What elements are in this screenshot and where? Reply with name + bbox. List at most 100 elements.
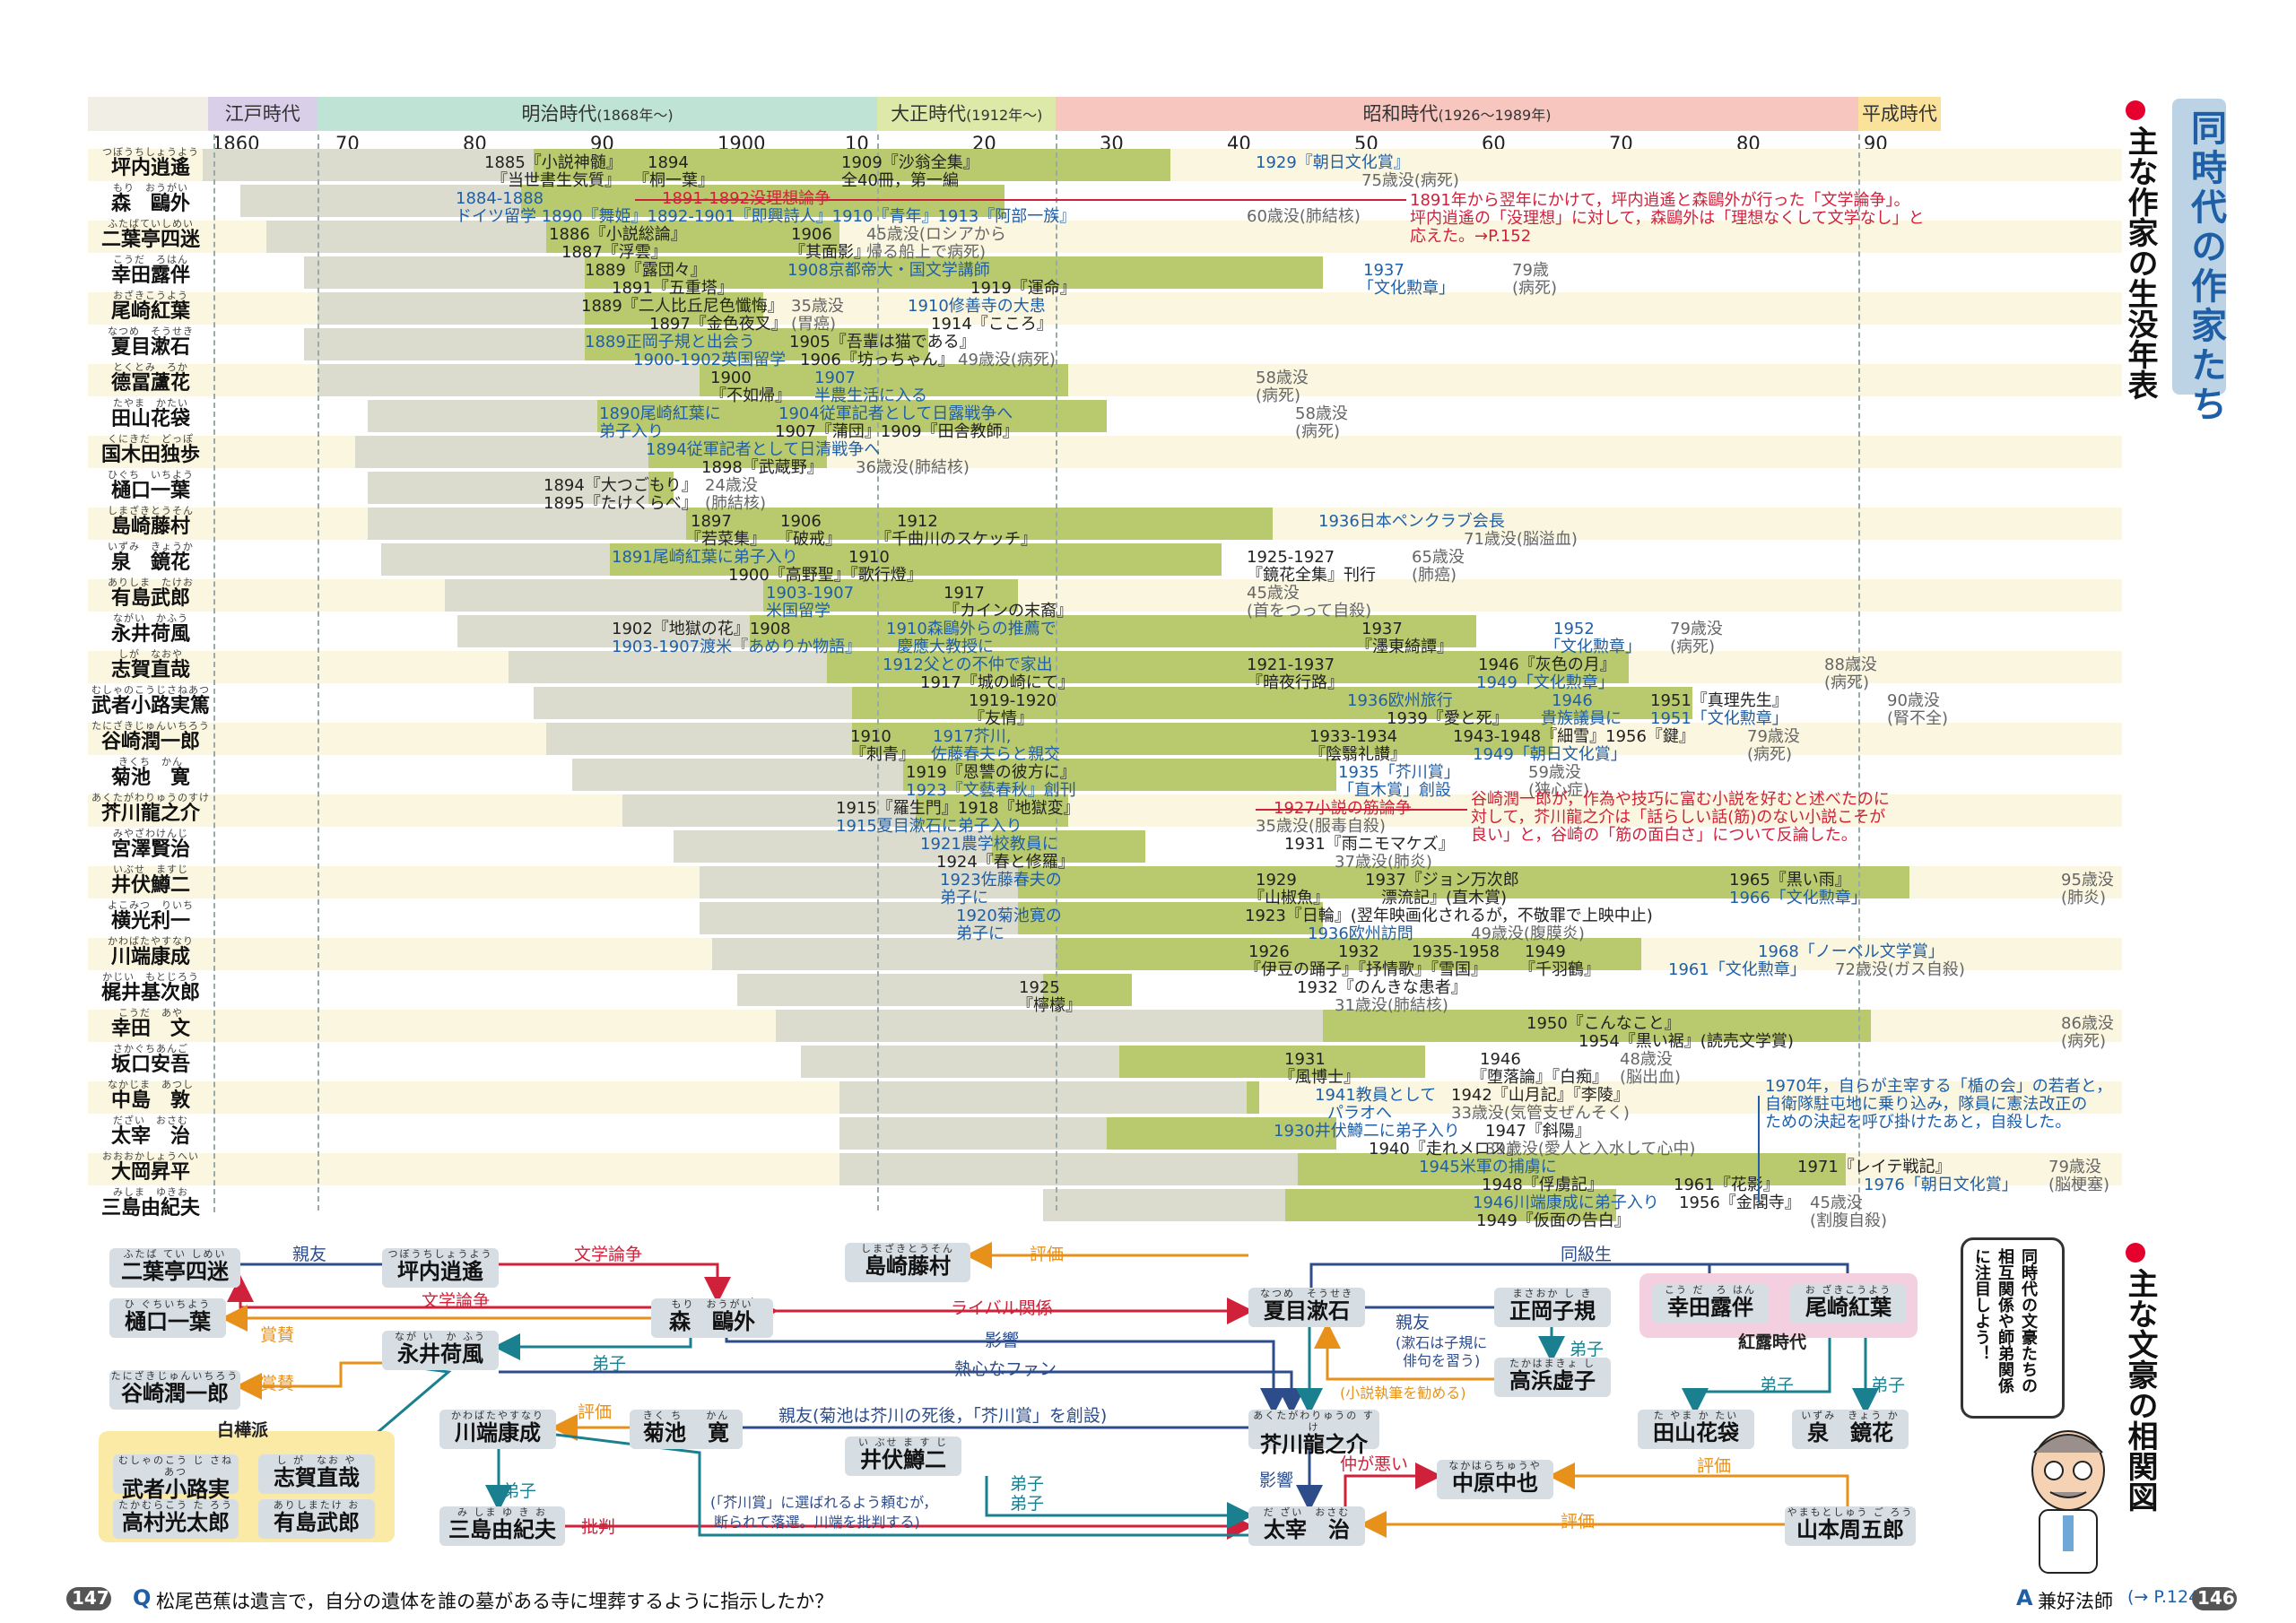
timeline-event: 1961『花影』 (1674, 1176, 1779, 1194)
timeline-event: 1921農学校教員に (920, 835, 1058, 854)
writer-ruby: もり おうがい (113, 182, 188, 194)
timeline-event: 1961「文化勲章」 (1668, 960, 1806, 979)
timeline-event: 1926 (1248, 942, 1290, 961)
era-band-stub (88, 97, 208, 131)
writer-name-text: 幸田露伴 (110, 265, 190, 287)
era-range: (1926〜1989年) (1438, 107, 1552, 124)
writer-name-text: 三島由紀夫 (100, 1197, 200, 1219)
timeline-event: 1946川端康成に弟子入り (1473, 1193, 1659, 1212)
relation-label: 弟子 (1570, 1340, 1605, 1359)
timeline-event: 36歳没(肺結核) (856, 458, 970, 477)
timeline-event: 48歳没 (1620, 1050, 1673, 1069)
quiz-answer-reference[interactable]: (→ P.124) (2127, 1587, 2206, 1607)
writer-ruby: いぶせ ますじ (113, 864, 188, 875)
writer-box-ruby: なつめ そうせき (1260, 1288, 1353, 1299)
timeline-event: 90歳没 (1887, 691, 1940, 710)
active-bar (1298, 1153, 1846, 1185)
timeline-event: 39歳没(愛人と入水して心中) (1485, 1140, 1696, 1159)
writer-name-text: 太宰 治 (110, 1125, 190, 1148)
timeline-event: パラオへ (1327, 1104, 1392, 1123)
timeline-event: 1920菊池寛の (956, 907, 1062, 925)
timeline-event: 1895『たけくらべ』 (544, 494, 698, 513)
timeline-event: 『千曲川のスケッチ』 (875, 530, 1037, 549)
relation-label: 白樺派 (217, 1420, 269, 1440)
timeline-event: (脳出血) (1620, 1068, 1682, 1087)
writer-ruby: なつめ そうせき (108, 325, 194, 337)
writer-ruby: しが なおや (118, 648, 183, 660)
active-bar (520, 185, 1005, 217)
timeline-event: 1971『レイテ戦記』 (1797, 1158, 1952, 1176)
timeline-event: 米国留学 (766, 602, 831, 621)
writer-name-text: 泉 鏡花 (110, 551, 190, 574)
timeline-event: 1949「文化勲章」 (1476, 673, 1614, 692)
timeline-event: 1912 (897, 512, 938, 531)
active-bar (1043, 974, 1133, 1006)
timeline-event: 1906『坊っちゃん』 (800, 351, 954, 369)
writer-box-name: 高村光太郎 (122, 1510, 230, 1535)
writer-box-name: 坪内逍遙 (397, 1259, 483, 1284)
writer-name-text: 尾崎紅葉 (110, 300, 190, 323)
timeline-event: 79歳没 (1747, 727, 1800, 746)
writer-box-name: 太宰 治 (1264, 1517, 1350, 1542)
timeline-event: 1889『露団々』 (585, 261, 707, 280)
timeline-event: 弟子に (940, 889, 988, 907)
timeline-event: 1927小説の筋論争 (1274, 799, 1412, 818)
life-bar (368, 508, 687, 540)
writer-name-text: 德冨蘆花 (110, 372, 190, 395)
timeline-event: 1910修善寺の大患 (908, 297, 1046, 316)
active-bar (597, 400, 1107, 432)
writer-box-name: 三島由紀夫 (448, 1517, 556, 1542)
timeline-event: 1900『高野聖』『歌行燈』 (728, 566, 923, 585)
timeline-event: 『堕落論』『白痴』 (1471, 1068, 1608, 1087)
timeline-event: ための決起を呼び掛けたあと，自殺した。 (1765, 1113, 2072, 1132)
writer-name: たやま かたい 田山花袋 (88, 398, 213, 430)
mascot-note: 同時代の文豪たちの相互関係や師弟関係に注目しよう！ (1972, 1248, 2038, 1393)
timeline-event: 1912父との不仲で家出 (883, 655, 1053, 674)
timeline-event: 37歳没(肺炎) (1335, 853, 1432, 872)
timeline-event: 1931『雨ニモマケズ』 (1284, 835, 1455, 854)
writer-name-text: 坪内逍遙 (110, 157, 190, 179)
writer-box-ruby: まさおか し き (1512, 1288, 1593, 1299)
timeline-event: 『伊豆の踊子』『抒情歌』『雪国』 (1245, 960, 1487, 979)
timeline-event: 1919『恩讐の彼方に』 (906, 763, 1076, 782)
timeline-event: 86歳没 (2061, 1014, 2114, 1033)
timeline-event: 谷崎潤一郎が，作為や技巧に富む小説を好むと述べたのに (1471, 790, 1890, 809)
active-bar (750, 615, 1476, 647)
writer-box-ruby: ふたば てい しめい (123, 1248, 227, 1260)
timeline-event: 1894『大つごもり』 (544, 476, 698, 495)
timeline-event: 1885『小説神髄』 (484, 153, 622, 172)
life-bar (202, 149, 534, 181)
life-bar (571, 759, 903, 791)
timeline-event: 『破戒』 (777, 530, 841, 549)
bullet-dot-icon (2126, 100, 2145, 120)
writer-name: おおおかしょうへい 大岡昇平 (88, 1151, 213, 1184)
timeline-event: 1906 (780, 512, 822, 531)
timeline-event: 45歳没(ロシアから (866, 225, 1006, 244)
writer-box-name: 山本周五郎 (1796, 1517, 1904, 1542)
active-bar (902, 759, 1336, 791)
timeline-event: (病死) (1747, 745, 1793, 764)
relation-label: 弟子 (1760, 1376, 1795, 1395)
writer-box-name: 川端康成 (455, 1420, 541, 1445)
writer-box-name: 夏目漱石 (1264, 1298, 1350, 1324)
timeline-event: 1950『こんなこと』 (1526, 1014, 1681, 1033)
writer-name-text: 森 鷗外 (110, 193, 190, 215)
writer-name-text: 坂口安吾 (110, 1054, 190, 1076)
timeline-event: 対して，芥川龍之介は「話らしい話(筋)のない小説こそが (1471, 808, 1886, 827)
writer-ruby: つぼうちしょうよう (102, 146, 199, 158)
timeline-event: 全40冊，第一編 (841, 171, 959, 190)
era-label: 平成時代 (1861, 103, 1937, 125)
timeline-event: 1925-1927 (1247, 548, 1335, 567)
writer-box-name: 芥川龍之介 (1260, 1432, 1368, 1457)
writer-box-ruby: むしゃのこう じ さねあつ (118, 1454, 233, 1478)
timeline-event: 良い」と，谷崎の「筋の面白さ」について反論した。 (1471, 826, 1857, 845)
writer-name-text: 夏目漱石 (110, 336, 190, 359)
quiz-question: 松尾芭蕉は遺言で，自分の遺体を誰の墓がある寺に埋葬するように指示したか？ (156, 1591, 834, 1612)
timeline-event: 半農生活に入る (814, 386, 927, 405)
timeline-event: 自衛隊駐屯地に乗り込み，隊員に憲法改正の (1765, 1095, 2088, 1114)
name-column-divider (213, 135, 215, 1212)
writer-name: かわばたやすなり 川端康成 (88, 936, 213, 968)
timeline-event: 58歳没 (1256, 369, 1309, 387)
writer-ruby: たにざきじゅんいちろう (91, 720, 210, 732)
writer-box-shimazaki: しまざきとうそん 島崎藤村 (845, 1243, 970, 1282)
